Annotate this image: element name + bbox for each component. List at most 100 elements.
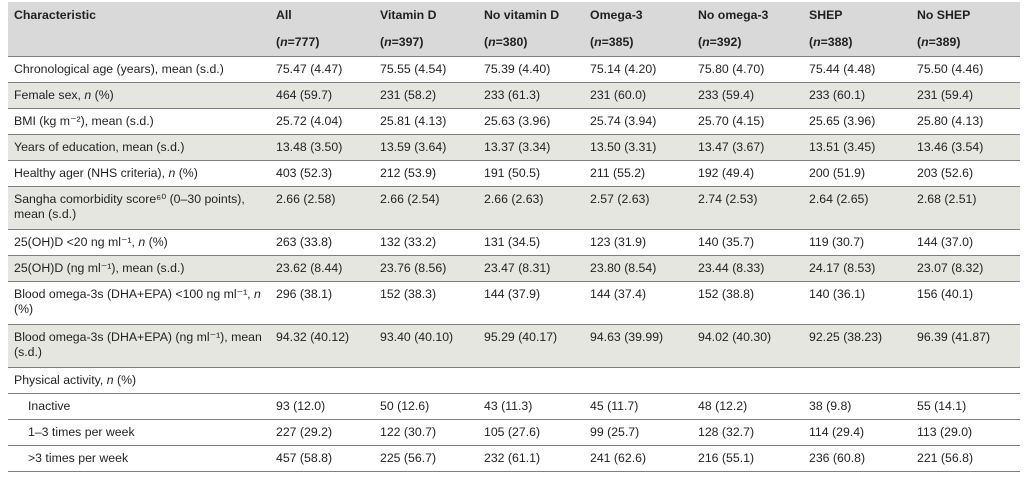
cell-omega-mean-no-omega-3: 94.02 (40.30): [692, 324, 803, 368]
cell-education-omega-3: 13.50 (3.31): [584, 134, 692, 161]
cell-physical-activity-no-vitamin-d: [478, 367, 584, 394]
cell-education-no-vitamin-d: 13.37 (3.34): [478, 134, 584, 161]
row-label-omega-low: Blood omega-3s (DHA+EPA) <100 ng ml⁻¹, n…: [8, 281, 270, 325]
cell-over-three-shep: 236 (60.8): [803, 445, 911, 472]
baseline-characteristics-table: Characteristic All Vitamin D No vitamin …: [8, 2, 1020, 472]
cell-healthy-ager-no-vitamin-d: 191 (50.5): [478, 160, 584, 187]
row-label-female-sex: Female sex, n (%): [8, 82, 270, 109]
cell-physical-activity-omega-3: [584, 367, 692, 394]
count-no-omega-3: (n=392): [698, 35, 742, 49]
col-header-vitamin-d: Vitamin D: [380, 8, 437, 22]
table-row: Healthy ager (NHS criteria), n (%) 403 (5…: [8, 160, 1020, 187]
cell-healthy-ager-omega-3: 211 (55.2): [584, 160, 692, 187]
cell-omega-low-no-omega-3: 152 (38.8): [692, 281, 803, 325]
cell-omega-mean-no-shep: 96.39 (41.87): [911, 324, 1020, 368]
cell-omega-mean-all: 94.32 (40.12): [270, 324, 374, 368]
row-label-age: Chronological age (years), mean (s.d.): [8, 56, 270, 83]
cell-bmi-no-shep: 25.80 (4.13): [911, 108, 1020, 135]
cell-female-sex-omega-3: 231 (60.0): [584, 82, 692, 109]
cell-omega-low-omega-3: 144 (37.4): [584, 281, 692, 325]
cell-age-no-vitamin-d: 75.39 (4.40): [478, 56, 584, 83]
cell-bmi-all: 25.72 (4.04): [270, 108, 374, 135]
table-row: 25(OH)D (ng ml⁻¹), mean (s.d.) 23.62 (8.4…: [8, 255, 1020, 282]
cell-omega-mean-no-vitamin-d: 95.29 (40.17): [478, 324, 584, 368]
cell-physical-activity-no-shep: [911, 367, 1020, 394]
cell-female-sex-no-omega-3: 233 (59.4): [692, 82, 803, 109]
count-all: (n=777): [276, 35, 320, 49]
cell-vitd-low-shep: 119 (30.7): [803, 229, 911, 256]
table-row: Chronological age (years), mean (s.d.) 75…: [8, 56, 1020, 83]
cell-vitd-mean-all: 23.62 (8.44): [270, 255, 374, 282]
cell-vitd-mean-shep: 24.17 (8.53): [803, 255, 911, 282]
cell-omega-low-shep: 140 (36.1): [803, 281, 911, 325]
cell-age-all: 75.47 (4.47): [270, 56, 374, 83]
row-label-education: Years of education, mean (s.d.): [8, 134, 270, 161]
cell-female-sex-vitamin-d: 231 (58.2): [374, 82, 478, 109]
table-row: >3 times per week 457 (58.8) 225 (56.7) 232…: [8, 445, 1020, 472]
cell-inactive-omega-3: 45 (11.7): [584, 393, 692, 420]
count-shep: (n=388): [809, 35, 853, 49]
cell-one-three-vitamin-d: 122 (30.7): [374, 419, 478, 446]
cell-omega-mean-shep: 92.25 (38.23): [803, 324, 911, 368]
cell-vitd-low-omega-3: 123 (31.9): [584, 229, 692, 256]
cell-one-three-all: 227 (29.2): [270, 419, 374, 446]
table-header: Characteristic All Vitamin D No vitamin …: [8, 2, 1020, 57]
col-header-all: All: [276, 8, 292, 22]
table-row: Years of education, mean (s.d.) 13.48 (3.…: [8, 134, 1020, 161]
cell-one-three-no-shep: 113 (29.0): [911, 419, 1020, 446]
row-label-omega-mean: Blood omega-3s (DHA+EPA) (ng ml⁻¹), mean…: [8, 324, 270, 368]
cell-omega-low-no-shep: 156 (40.1): [911, 281, 1020, 325]
cell-bmi-no-vitamin-d: 25.63 (3.96): [478, 108, 584, 135]
cell-omega-low-no-vitamin-d: 144 (37.9): [478, 281, 584, 325]
cell-bmi-shep: 25.65 (3.96): [803, 108, 911, 135]
cell-inactive-vitamin-d: 50 (12.6): [374, 393, 478, 420]
cell-vitd-mean-omega-3: 23.80 (8.54): [584, 255, 692, 282]
row-label-bmi: BMI (kg m⁻²), mean (s.d.): [8, 108, 270, 135]
col-header-no-shep: No SHEP: [917, 8, 971, 22]
cell-over-three-all: 457 (58.8): [270, 445, 374, 472]
cell-vitd-low-no-shep: 144 (37.0): [911, 229, 1020, 256]
cell-female-sex-all: 464 (59.7): [270, 82, 374, 109]
cell-female-sex-no-shep: 231 (59.4): [911, 82, 1020, 109]
cell-vitd-mean-no-vitamin-d: 23.47 (8.31): [478, 255, 584, 282]
cell-vitd-low-all: 263 (33.8): [270, 229, 374, 256]
table-body: Chronological age (years), mean (s.d.) 75…: [8, 56, 1020, 472]
cell-bmi-no-omega-3: 25.70 (4.15): [692, 108, 803, 135]
cell-one-three-omega-3: 99 (25.7): [584, 419, 692, 446]
col-header-characteristic: Characteristic: [14, 8, 97, 22]
cell-physical-activity-vitamin-d: [374, 367, 478, 394]
row-label-healthy-ager: Healthy ager (NHS criteria), n (%): [8, 160, 270, 187]
cell-age-no-shep: 75.50 (4.46): [911, 56, 1020, 83]
row-label-over-three: >3 times per week: [8, 445, 270, 472]
cell-education-no-omega-3: 13.47 (3.67): [692, 134, 803, 161]
col-header-no-omega-3: No omega-3: [698, 8, 769, 22]
cell-education-all: 13.48 (3.50): [270, 134, 374, 161]
cell-inactive-no-omega-3: 48 (12.2): [692, 393, 803, 420]
cell-physical-activity-shep: [803, 367, 911, 394]
cell-healthy-ager-vitamin-d: 212 (53.9): [374, 160, 478, 187]
cell-vitd-low-vitamin-d: 132 (33.2): [374, 229, 478, 256]
row-label-physical-activity: Physical activity, n (%): [8, 367, 270, 394]
col-header-omega-3: Omega-3: [590, 8, 643, 22]
cell-age-no-omega-3: 75.80 (4.70): [692, 56, 803, 83]
cell-sangha-all: 2.66 (2.58): [270, 186, 374, 230]
cell-one-three-no-omega-3: 128 (32.7): [692, 419, 803, 446]
cell-physical-activity-no-omega-3: [692, 367, 803, 394]
cell-education-vitamin-d: 13.59 (3.64): [374, 134, 478, 161]
table-row: Female sex, n (%) 464 (59.7) 231 (58.2) 233…: [8, 82, 1020, 109]
cell-physical-activity-all: [270, 367, 374, 394]
table-row: BMI (kg m⁻²), mean (s.d.) 25.72 (4.04) 25.…: [8, 108, 1020, 135]
cell-over-three-no-shep: 221 (56.8): [911, 445, 1020, 472]
cell-over-three-vitamin-d: 225 (56.7): [374, 445, 478, 472]
cell-one-three-no-vitamin-d: 105 (27.6): [478, 419, 584, 446]
cell-education-no-shep: 13.46 (3.54): [911, 134, 1020, 161]
cell-healthy-ager-no-omega-3: 192 (49.4): [692, 160, 803, 187]
cell-omega-mean-vitamin-d: 93.40 (40.10): [374, 324, 478, 368]
row-label-sangha: Sangha comorbidity score⁶⁰ (0–30 points)…: [8, 186, 270, 230]
count-empty: [8, 28, 270, 57]
cell-vitd-low-no-vitamin-d: 131 (34.5): [478, 229, 584, 256]
count-vitamin-d: (n=397): [380, 35, 424, 49]
table-row: Blood omega-3s (DHA+EPA) <100 ng ml⁻¹, n…: [8, 281, 1020, 325]
row-label-inactive: Inactive: [8, 393, 270, 420]
